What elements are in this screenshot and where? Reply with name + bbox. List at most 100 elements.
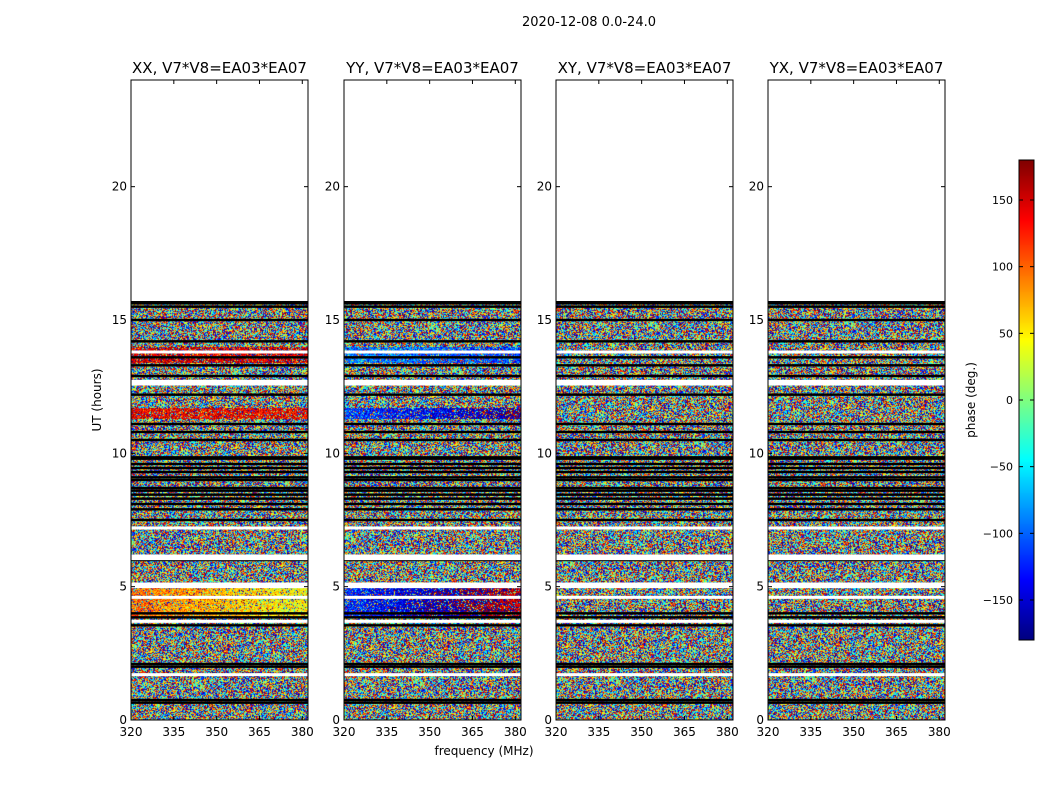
colorbar-tick-label: −50 [990, 461, 1013, 474]
flagged-row [344, 497, 521, 500]
gap-row [131, 673, 308, 677]
flagged-row [344, 374, 521, 378]
flagged-row [556, 374, 733, 378]
flagged-row [768, 502, 945, 506]
flagged-row [556, 470, 733, 474]
flagged-row [131, 518, 308, 522]
flagged-row [768, 624, 945, 627]
flagged-row [344, 489, 521, 492]
gap-row [131, 619, 308, 623]
flagged-row [344, 698, 521, 702]
gap-row [556, 557, 733, 561]
heatmap-raster [131, 304, 308, 720]
gap-row [556, 526, 733, 530]
y-tick-label: 5 [756, 580, 764, 594]
flagged-row [556, 665, 733, 668]
flagged-row [131, 486, 308, 490]
flagged-row [768, 698, 945, 702]
x-tick-label: 335 [375, 725, 398, 739]
flagged-row [131, 616, 308, 619]
flagged-row [768, 493, 945, 496]
flagged-row [556, 616, 733, 619]
flagged-row [131, 301, 308, 305]
y-tick-label: 10 [112, 446, 127, 460]
flagged-row [131, 470, 308, 474]
flagged-row [556, 502, 733, 506]
panel-xx: XX, V7*V8=EA03*EA07 320 335 350 365 380 0 5 10 15… [112, 59, 314, 739]
y-tick-label: 20 [537, 180, 552, 194]
gap-row [131, 554, 308, 558]
y-tick-label: 0 [756, 713, 764, 727]
x-tick-label: 365 [885, 725, 908, 739]
flagged-row [556, 662, 733, 666]
flagged-row [768, 422, 945, 426]
x-tick-label: 350 [842, 725, 865, 739]
flagged-row [768, 318, 945, 322]
flagged-row [131, 466, 308, 470]
gap-row [344, 526, 521, 530]
flagged-row [556, 698, 733, 702]
gap-row [556, 582, 733, 586]
gap-row [556, 382, 733, 386]
gap-row [556, 379, 733, 383]
x-tick-label: 335 [162, 725, 185, 739]
flagged-row [344, 478, 521, 482]
flagged-row [344, 493, 521, 496]
panel-frame [343, 79, 522, 721]
flagged-row [344, 364, 521, 367]
flagged-row [131, 612, 308, 615]
gap-row [556, 350, 733, 354]
x-tick-label: 350 [630, 725, 653, 739]
flagged-row [131, 662, 308, 666]
flagged-row [556, 430, 733, 434]
flagged-row [344, 518, 521, 522]
flagged-row [131, 497, 308, 500]
flagged-row [131, 318, 308, 322]
colorbar-label: phase (deg.) [964, 362, 978, 438]
flagged-row [131, 356, 308, 359]
flagged-row [768, 701, 945, 704]
gap-row [131, 382, 308, 386]
flagged-row [556, 364, 733, 367]
y-tick-label: 20 [112, 180, 127, 194]
flagged-row [344, 456, 521, 459]
y-tick-label: 5 [332, 580, 340, 594]
colorbar-tick-label: 150 [992, 194, 1013, 207]
gap-row [131, 557, 308, 561]
y-tick-label: 15 [537, 313, 552, 327]
flagged-row [131, 462, 308, 466]
flagged-row [768, 478, 945, 482]
flagged-row [131, 489, 308, 492]
gap-row [768, 673, 945, 677]
flagged-row [344, 462, 521, 466]
flagged-row [131, 393, 308, 396]
colorbar-gradient [1019, 160, 1034, 640]
flagged-row [556, 612, 733, 615]
x-tick-label: 335 [587, 725, 610, 739]
flagged-row [556, 478, 733, 482]
panel-frame [555, 79, 734, 721]
flagged-row [768, 393, 945, 396]
flagged-row [131, 456, 308, 459]
panel-title: XX, V7*V8=EA03*EA07 [132, 59, 307, 77]
flagged-row [131, 508, 308, 511]
flagged-row [131, 698, 308, 702]
flagged-row [556, 508, 733, 511]
y-tick-label: 10 [325, 446, 340, 460]
y-tick-label: 10 [537, 446, 552, 460]
gap-row [556, 595, 733, 599]
y-axis-label: UT (hours) [90, 368, 104, 431]
colorbar-tick-label: −100 [983, 527, 1013, 540]
gap-row [768, 582, 945, 586]
gap-row [768, 379, 945, 383]
flagged-row [556, 624, 733, 627]
colorbar: −150 −100 −50 0 50 100 150 [983, 159, 1035, 641]
flagged-row [131, 364, 308, 367]
x-tick-label: 365 [461, 725, 484, 739]
colorbar-tick-label: −150 [983, 594, 1013, 607]
x-tick-label: 380 [716, 725, 739, 739]
flagged-row [344, 318, 521, 322]
flagged-row [556, 318, 733, 322]
flagged-row [344, 430, 521, 434]
gap-row [768, 619, 945, 623]
